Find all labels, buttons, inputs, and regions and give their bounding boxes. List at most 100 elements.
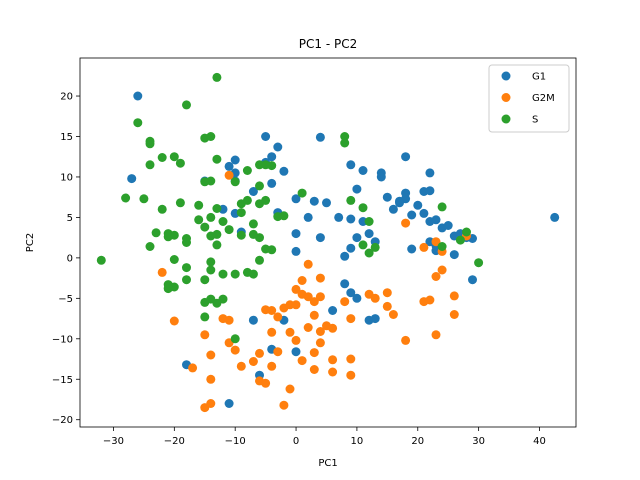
point-s-57 <box>206 257 216 267</box>
point-g1-20 <box>322 198 331 208</box>
x-tick-label-3: 0 <box>293 436 299 447</box>
point-g2m-57 <box>382 301 392 311</box>
point-g2m-27 <box>291 300 301 310</box>
point-g2m-61 <box>425 295 435 305</box>
point-s-58 <box>206 265 216 275</box>
point-g1-13 <box>261 132 271 141</box>
point-g2m-62 <box>431 272 441 281</box>
point-s-11 <box>212 154 222 164</box>
point-g2m-59 <box>401 335 411 345</box>
point-s-21 <box>236 199 246 209</box>
point-s-38 <box>200 222 210 232</box>
point-g1-10 <box>248 187 258 196</box>
point-g2m-23 <box>267 327 277 337</box>
point-g1-51 <box>419 208 429 218</box>
point-g2m-30 <box>291 335 301 345</box>
x-tick-label-7: 40 <box>533 436 546 447</box>
point-g1-28 <box>352 184 362 194</box>
y-tick-label-8: 20 <box>60 92 73 103</box>
point-g1-36 <box>346 243 356 253</box>
point-s-50 <box>279 211 289 221</box>
legend-marker-g1 <box>501 71 511 81</box>
point-s-73 <box>248 269 258 279</box>
point-g1-66 <box>550 212 560 222</box>
point-s-87 <box>462 227 471 237</box>
point-g2m-10 <box>224 315 234 325</box>
point-g2m-34 <box>309 297 319 307</box>
point-s-22 <box>236 208 246 218</box>
point-g2m-32 <box>303 323 313 332</box>
point-s-84 <box>437 202 447 212</box>
point-g1-24 <box>291 229 301 239</box>
point-g1-3 <box>224 161 234 171</box>
point-s-10 <box>206 132 216 141</box>
y-tick-label-7: 15 <box>60 132 73 143</box>
x-tick-label-4: 10 <box>351 436 364 447</box>
x-tick-label-5: 20 <box>411 436 424 447</box>
point-s-36 <box>182 238 191 247</box>
point-g2m-51 <box>303 259 313 269</box>
point-s-29 <box>139 194 149 204</box>
point-g2m-31 <box>297 356 307 366</box>
point-s-6 <box>169 152 179 162</box>
point-s-7 <box>145 160 155 170</box>
point-g1-32 <box>376 172 386 182</box>
point-g2m-44 <box>340 297 350 307</box>
point-g2m-39 <box>309 365 319 374</box>
point-s-75 <box>297 188 307 198</box>
point-g2m-56 <box>382 288 392 298</box>
point-g2m-26 <box>291 284 301 294</box>
point-g2m-52 <box>285 384 295 394</box>
point-g1-43 <box>395 198 404 208</box>
point-g1-37 <box>340 251 350 261</box>
point-g2m-67 <box>449 291 459 301</box>
point-s-71 <box>212 298 222 308</box>
plot-frame <box>79 57 577 428</box>
point-s-56 <box>218 269 228 279</box>
point-g2m-35 <box>315 292 325 302</box>
y-tick-label-3: −5 <box>58 294 73 305</box>
point-g1-14 <box>273 142 283 152</box>
legend-label-s: S <box>532 115 538 126</box>
point-s-0 <box>212 72 222 82</box>
point-g2m-53 <box>279 400 289 410</box>
x-axis-label: PC1 <box>318 458 337 469</box>
point-g2m-38 <box>309 348 319 358</box>
point-g2m-1 <box>157 267 167 277</box>
point-g1-79 <box>291 347 301 357</box>
point-s-34 <box>163 232 173 242</box>
point-g2m-43 <box>328 367 338 377</box>
point-g2m-6 <box>206 399 216 408</box>
point-s-5 <box>157 153 167 162</box>
point-s-28 <box>157 204 167 214</box>
point-g1-0 <box>133 91 143 101</box>
point-s-79 <box>358 203 368 213</box>
point-s-14 <box>230 177 240 187</box>
point-g1-69 <box>352 293 362 303</box>
point-g2m-7 <box>206 350 216 360</box>
y-tick-label-4: 0 <box>67 253 73 264</box>
y-tick-label-6: 10 <box>60 172 73 183</box>
point-s-48 <box>261 195 271 205</box>
point-g1-22 <box>303 212 313 222</box>
point-s-23 <box>218 217 228 226</box>
point-s-64 <box>163 284 173 294</box>
point-s-55 <box>230 269 240 279</box>
point-s-30 <box>121 193 131 203</box>
point-g2m-15 <box>255 348 264 358</box>
point-g2m-22 <box>273 312 283 322</box>
legend-label-g1: G1 <box>532 72 546 83</box>
point-g1-65 <box>468 275 477 285</box>
point-g2m-65 <box>431 237 441 247</box>
legend-box <box>488 64 570 133</box>
point-g1-47 <box>425 186 435 196</box>
point-g2m-18 <box>267 361 277 371</box>
point-s-2 <box>133 118 143 128</box>
point-s-1 <box>182 100 191 110</box>
point-s-67 <box>96 255 106 265</box>
point-g2m-37 <box>315 327 325 336</box>
point-g1-38 <box>352 233 362 243</box>
point-s-26 <box>194 200 204 210</box>
point-g2m-58 <box>388 310 398 319</box>
point-s-37 <box>194 215 204 225</box>
